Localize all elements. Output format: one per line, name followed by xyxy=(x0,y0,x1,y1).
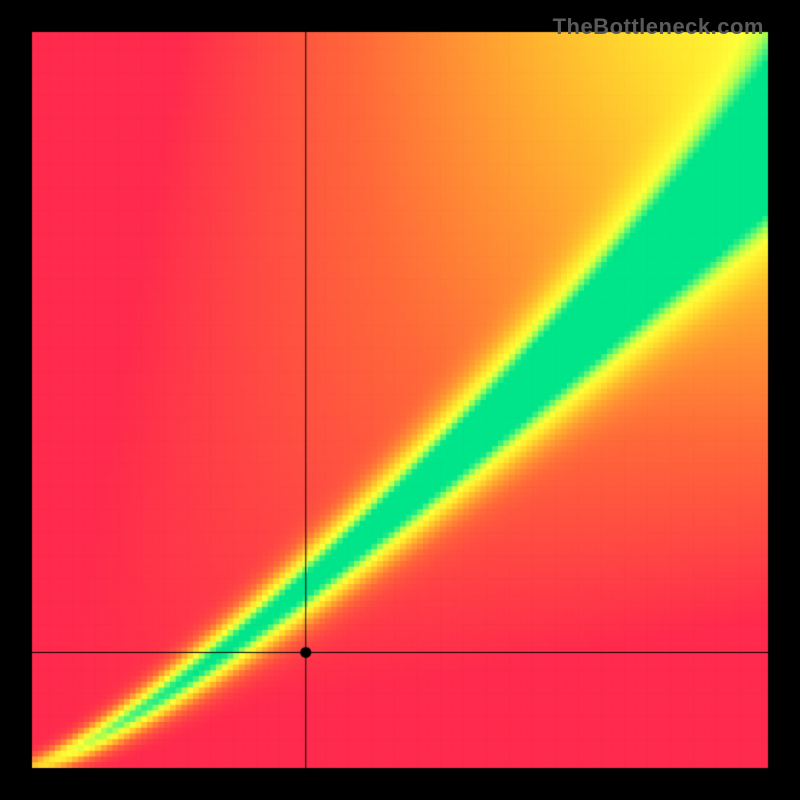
heatmap-canvas xyxy=(0,0,800,800)
watermark-text: TheBottleneck.com xyxy=(553,14,764,40)
figure-container: TheBottleneck.com xyxy=(0,0,800,800)
